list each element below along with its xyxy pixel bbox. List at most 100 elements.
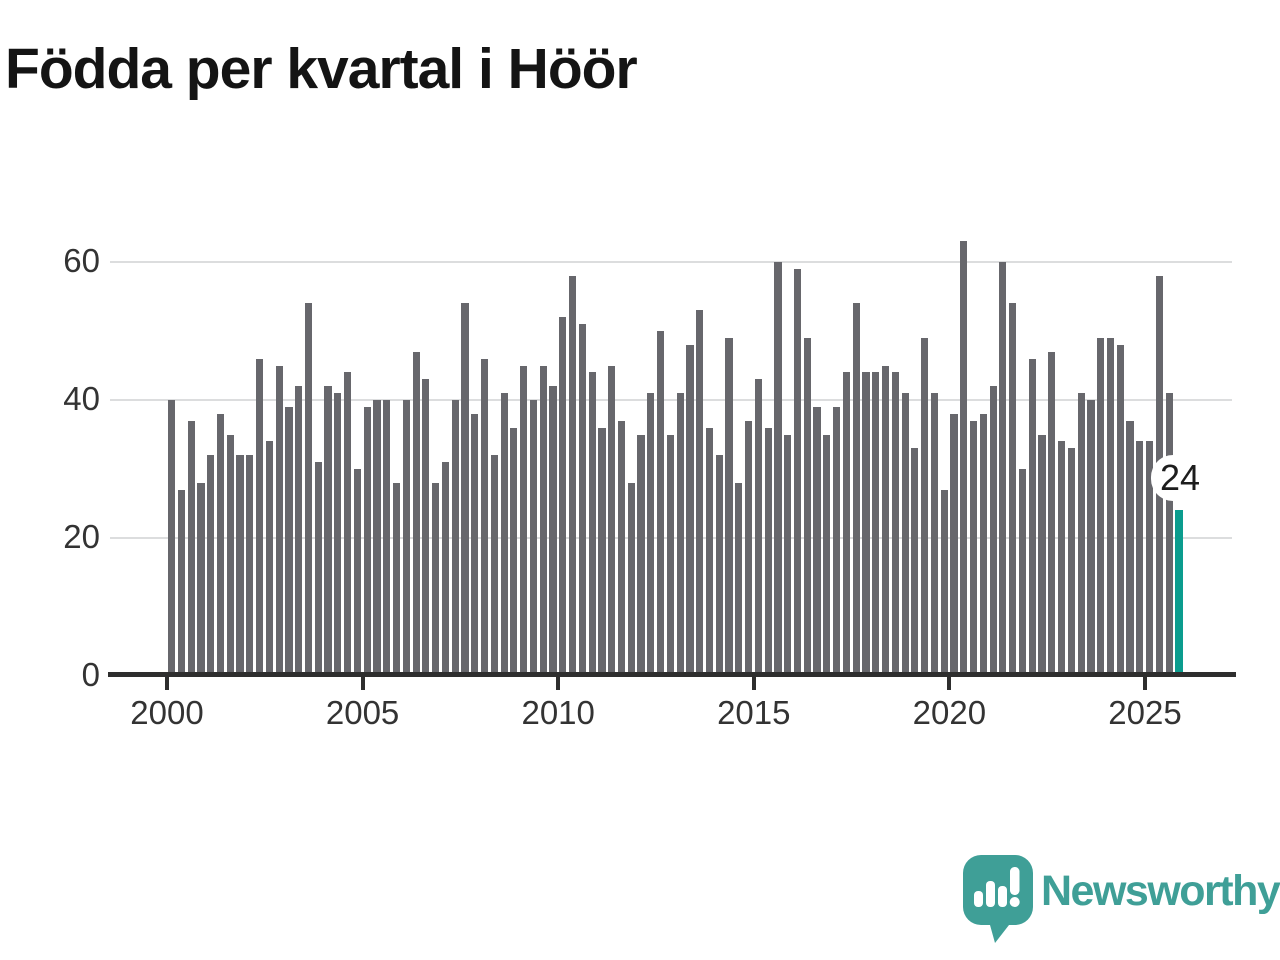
bar-2016-Q3: [813, 406, 821, 676]
bar-2022-Q1: [1028, 358, 1036, 676]
bar-2014-Q4: [745, 420, 753, 676]
bar-2007-Q2: [451, 400, 459, 676]
bar-2019-Q4: [940, 489, 948, 676]
gridline-y-60: [110, 261, 1232, 263]
bar-2024-Q1: [1106, 337, 1115, 676]
x-axis-tick-2000: [165, 677, 169, 690]
bar-2017-Q1: [833, 406, 841, 676]
bar-2013-Q2: [686, 344, 694, 676]
y-axis-label-40: 40: [63, 380, 100, 417]
bar-2013-Q3: [696, 310, 704, 676]
bar-2008-Q1: [480, 358, 489, 676]
x-axis-tick-2025: [1143, 677, 1147, 690]
x-axis-label-2010: 2010: [521, 694, 595, 731]
bar-2005-Q4: [392, 482, 401, 676]
bar-2019-Q3: [930, 393, 939, 676]
bar-2022-Q2: [1038, 434, 1046, 676]
bar-2011-Q3: [617, 420, 626, 676]
bar-2001-Q1: [207, 455, 215, 676]
bar-2005-Q2: [373, 400, 381, 676]
bar-2012-Q4: [666, 434, 674, 676]
brand-logo: Newsworthy: [963, 855, 1280, 945]
bar-2023-Q4: [1097, 337, 1105, 676]
bar-2022-Q3: [1048, 351, 1056, 676]
bar-2012-Q1: [637, 434, 645, 676]
bar-2015-Q2: [764, 427, 772, 676]
bar-2011-Q2: [608, 365, 616, 676]
y-axis-label-0: 0: [81, 656, 100, 693]
bar-2020-Q3: [969, 420, 978, 676]
x-axis-label-2020: 2020: [912, 694, 987, 731]
bar-2021-Q2: [999, 262, 1007, 676]
bar-2021-Q1: [989, 386, 997, 676]
bar-2003-Q1: [285, 406, 293, 676]
bar-2014-Q2: [725, 337, 733, 676]
bar-2002-Q3: [265, 441, 273, 676]
bar-2023-Q2: [1077, 393, 1085, 676]
x-axis-label-2025: 2025: [1108, 694, 1182, 731]
bar-2009-Q3: [539, 365, 547, 676]
bar-2005-Q3: [383, 400, 391, 676]
brand-name: Newsworthy: [1041, 867, 1280, 915]
bar-2008-Q2: [490, 455, 498, 676]
bar-2012-Q3: [657, 331, 665, 676]
bar-2005-Q1: [363, 406, 371, 676]
bar-2024-Q3: [1126, 420, 1134, 676]
bar-2010-Q2: [568, 275, 577, 676]
bar-2020-Q4: [979, 413, 987, 676]
bar-2011-Q1: [598, 427, 606, 676]
bar-2007-Q4: [471, 413, 479, 676]
bar-2010-Q1: [559, 317, 567, 676]
chart-title: Födda per kvartal i Höör: [5, 37, 638, 101]
bar-2009-Q4: [549, 386, 557, 676]
bar-2016-Q2: [803, 337, 811, 676]
bar-2000-Q1: [168, 400, 176, 676]
bar-2008-Q3: [500, 393, 508, 676]
y-axis-label-20: 20: [63, 518, 100, 555]
bar-2014-Q3: [735, 482, 743, 676]
bar-2017-Q2: [842, 372, 850, 676]
bar-2017-Q4: [862, 372, 870, 676]
bar-2004-Q2: [334, 393, 342, 676]
bar-2019-Q1: [911, 448, 919, 676]
x-axis-tick-2005: [360, 677, 365, 690]
bar-2024-Q4: [1136, 441, 1144, 676]
bar-2001-Q2: [216, 413, 225, 676]
bar-2004-Q4: [353, 469, 361, 676]
bar-2010-Q4: [588, 372, 596, 676]
bar-2023-Q1: [1067, 448, 1075, 676]
bar-2017-Q3: [852, 303, 860, 676]
value-callout: 24: [1151, 455, 1210, 501]
bar-2013-Q4: [705, 427, 714, 676]
bar-2010-Q3: [578, 324, 586, 676]
x-axis-tick-2010: [556, 677, 561, 690]
y-axis-label-60: 60: [63, 242, 100, 279]
bar-2008-Q4: [510, 427, 518, 676]
bar-2024-Q2: [1116, 344, 1124, 676]
bar-2015-Q4: [784, 434, 792, 676]
bar-2012-Q2: [647, 393, 655, 676]
x-axis-label-2005: 2005: [325, 694, 400, 731]
bar-2023-Q3: [1087, 400, 1095, 676]
bar-2006-Q2: [412, 351, 420, 676]
x-axis-label-2015: 2015: [717, 694, 791, 731]
bar-2004-Q1: [324, 386, 332, 676]
bar-2020-Q2: [960, 241, 968, 676]
bar-2018-Q2: [881, 365, 890, 676]
bar-2021-Q3: [1009, 303, 1017, 676]
bar-2011-Q4: [627, 482, 635, 676]
bar-2016-Q4: [823, 434, 831, 676]
gridline-y-40: [110, 399, 1232, 401]
bar-2002-Q2: [256, 358, 264, 676]
bar-2025-Q3: [1165, 393, 1173, 676]
x-axis-line: [108, 672, 1236, 677]
bar-2018-Q4: [901, 393, 909, 676]
bar-2020-Q1: [950, 413, 958, 676]
bar-2000-Q3: [187, 420, 195, 676]
bar-2018-Q3: [891, 372, 899, 676]
bar-2007-Q3: [461, 303, 469, 676]
bar-2001-Q3: [226, 434, 234, 676]
bar-2015-Q1: [754, 379, 762, 676]
value-callout-label: 24: [1160, 457, 1201, 498]
